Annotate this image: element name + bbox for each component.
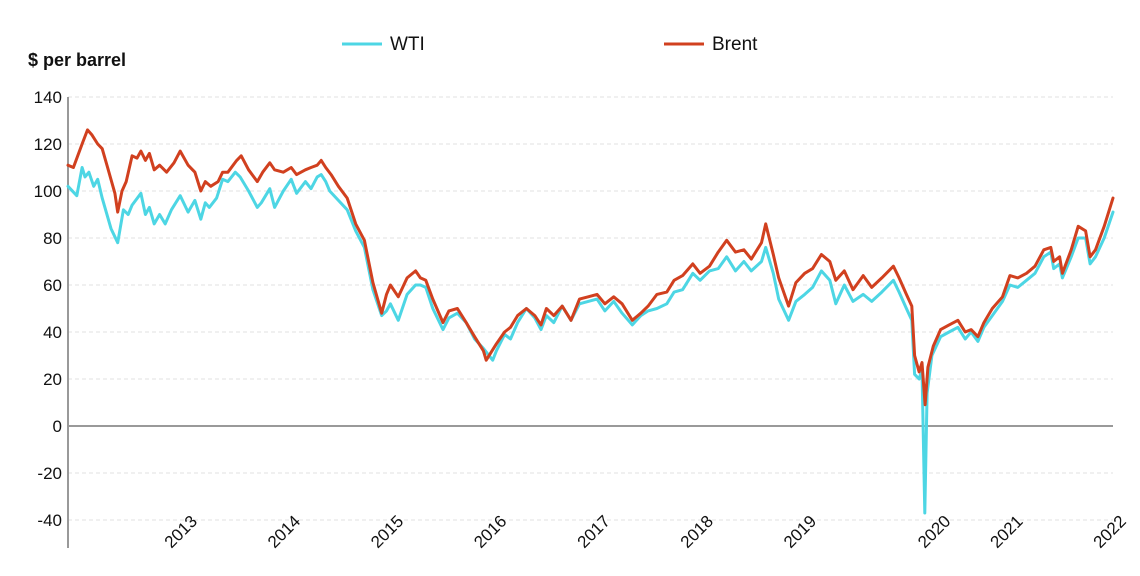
y-tick-label: -20	[37, 464, 62, 483]
x-tick-label: 2015	[367, 512, 407, 552]
legend-item-brent: Brent	[664, 34, 758, 55]
y-tick-label: 120	[34, 135, 62, 154]
x-tick-label: 2021	[987, 512, 1027, 552]
series-line-wti	[66, 166, 1115, 515]
x-tick-label: 2020	[914, 512, 954, 552]
series-line-brent	[66, 128, 1115, 407]
x-axis-ticks: 2013 2014 2015 2016 2017 2018 2019 2020 2021 2022	[161, 512, 1130, 552]
y-axis-ticks: 140 120 100 80 60 40 20 0 -20 -40	[34, 88, 62, 530]
x-tick-label: 2019	[780, 512, 820, 552]
y-tick-label: 100	[34, 182, 62, 201]
legend: WTI Brent	[342, 34, 758, 55]
y-tick-label: 60	[43, 276, 62, 295]
legend-label-wti: WTI	[390, 34, 425, 55]
x-tick-label: 2018	[677, 512, 717, 552]
legend-item-wti: WTI	[342, 34, 425, 55]
y-axis-label: $ per barrel	[28, 50, 126, 70]
x-tick-label: 2022	[1090, 512, 1130, 552]
series-lines	[66, 128, 1115, 515]
y-tick-label: 20	[43, 370, 62, 389]
y-tick-label: 40	[43, 323, 62, 342]
x-tick-label: 2013	[161, 512, 201, 552]
legend-label-brent: Brent	[712, 34, 758, 55]
y-tick-label: 80	[43, 229, 62, 248]
y-tick-label: 140	[34, 88, 62, 107]
x-tick-label: 2014	[264, 512, 304, 552]
gridlines	[68, 96, 1113, 521]
y-tick-label: 0	[53, 417, 62, 436]
x-tick-label: 2017	[574, 512, 614, 552]
x-tick-label: 2016	[470, 512, 510, 552]
y-tick-label: -40	[37, 511, 62, 530]
